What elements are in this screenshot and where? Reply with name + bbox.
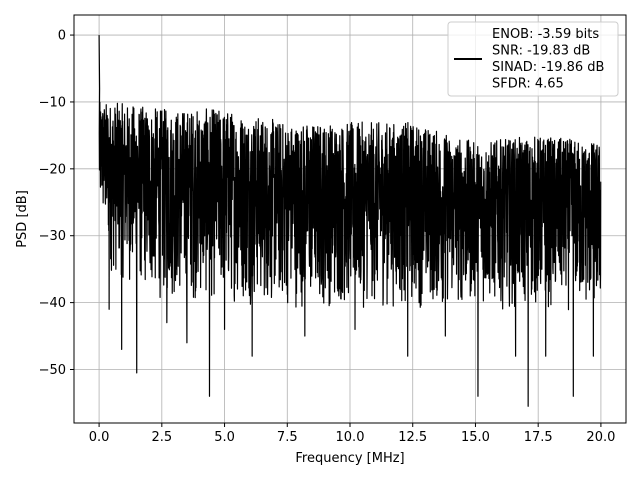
legend-label: ENOB: -3.59 bits SNR: -19.83 dB SINAD: -… [492,27,609,92]
psd-line [98,35,602,407]
y-tick-label: 0 [58,29,66,44]
x-tick-label: 5.0 [214,430,235,445]
x-axis: 0.0 2.5 5.0 7.5 10.0 12.5 15.0 17.5 20.0 [89,423,615,445]
y-tick-label: −50 [39,363,66,378]
x-tick-label: 0.0 [89,430,110,445]
x-tick-label: 2.5 [151,430,172,445]
x-tick-label: 10.0 [336,430,365,445]
series-layer [98,35,602,407]
y-tick-label: −30 [39,229,66,244]
y-tick-label: −20 [39,162,66,177]
y-axis-label: PSD [dB] [15,190,30,248]
y-tick-label: −10 [39,95,66,110]
y-tick-label: −40 [39,296,66,311]
x-tick-label: 15.0 [461,430,490,445]
legend-box [447,21,619,97]
x-axis-label: Frequency [MHz] [295,451,404,466]
legend-line-snr: SNR: -19.83 dB [492,44,590,59]
legend-line-enob: ENOB: -3.59 bits [492,27,599,42]
x-tick-label: 12.5 [398,430,427,445]
legend-line-sfdr: SFDR: 4.65 [492,77,564,92]
x-tick-label: 20.0 [586,430,615,445]
legend-line-sinad: SINAD: -19.86 dB [492,60,604,75]
legend: ENOB: -3.59 bits SNR: -19.83 dB SINAD: -… [447,21,619,97]
x-tick-label: 17.5 [524,430,553,445]
x-tick-label: 7.5 [277,430,298,445]
y-axis: 0 −10 −20 −30 −40 −50 [39,29,74,378]
